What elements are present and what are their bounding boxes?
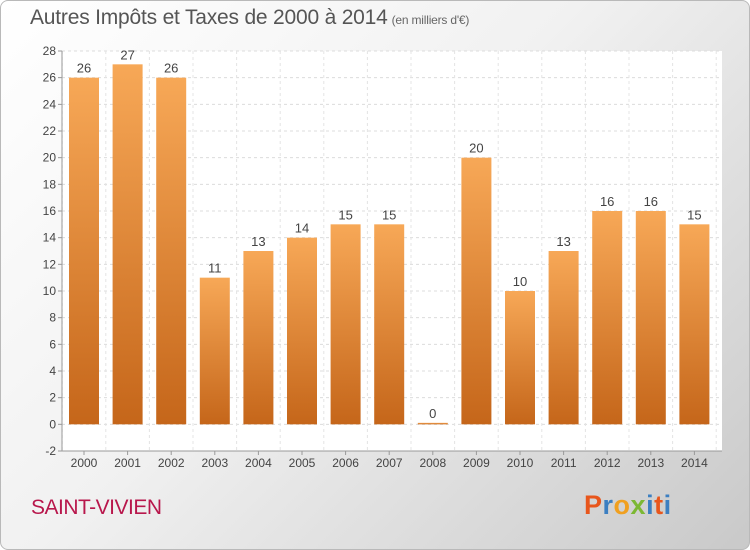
data-label: 27 [120,47,134,62]
x-tick-label: 2000 [71,456,98,470]
x-tick-label: 2014 [681,456,708,470]
logo-letter: i [663,490,672,520]
data-label: 15 [687,207,701,222]
x-tick-label: 2009 [463,456,490,470]
x-tick-label: 2012 [594,456,621,470]
y-tick-label: 2 [49,391,56,405]
logo-letter: o [613,490,631,520]
x-tick-label: 2010 [507,456,534,470]
bars [69,64,710,425]
data-label: 13 [251,234,265,249]
commune-name: SAINT-VIVIEN [31,496,162,519]
data-label: 26 [77,61,91,76]
chart-title-text: Autres Impôts et Taxes de 2000 à 2014 [30,6,388,29]
bar-2004 [243,251,274,425]
data-label: 0 [429,406,436,421]
y-tick-label: 28 [43,44,57,58]
proxiti-logo: Proxiti [584,490,672,521]
bar-2009 [461,157,492,425]
x-tick-label: 2007 [376,456,403,470]
data-labels: 26 27 26 11 13 14 15 15 0 20 10 13 16 16 15 [77,47,702,421]
bar-2008 [417,422,448,425]
x-tick-label: 2011 [551,456,577,470]
unit-note: (en milliers d'€) [391,13,470,27]
y-tick-label: 0 [49,417,56,431]
y-tick-label: 22 [43,124,57,138]
y-tick-label: 24 [43,97,57,111]
logo-letter: r [602,490,614,520]
x-tick-label: 2004 [245,456,272,470]
x-tick-label: 2002 [158,456,185,470]
y-tick-label: 4 [49,364,56,378]
bar-2010 [505,291,535,425]
data-label: 16 [600,194,614,209]
data-label: 15 [338,207,352,222]
data-label: 16 [644,194,658,209]
bar-2014 [679,224,710,425]
data-label: 20 [469,141,483,156]
data-label: 26 [164,61,178,76]
y-tick-label: 10 [43,284,57,298]
y-tick-label: 16 [43,204,57,218]
logo-letter: i [646,490,655,520]
data-label: 11 [208,261,222,276]
y-tick-label: -2 [45,444,56,458]
bar-2003 [199,277,230,425]
bar-2000 [69,77,99,425]
y-tick-label: 8 [49,311,56,325]
y-tick-label: 6 [49,337,56,351]
x-tick-label: 2008 [419,456,446,470]
y-tick-label: 14 [43,231,57,245]
bar-2011 [548,251,579,425]
y-tick-label: 26 [43,71,57,85]
logo-letter: P [584,490,603,520]
data-label: 13 [556,234,570,249]
bar-2001 [112,64,143,425]
bar-2013 [635,211,666,425]
y-tick-label: 18 [43,177,57,191]
bar-2005 [287,237,317,425]
logo-letter: x [630,490,647,520]
y-tick-label: 12 [43,257,57,271]
x-tick-label: 2001 [114,456,141,470]
data-label: 15 [382,207,396,222]
bar-2007 [374,224,405,425]
logo-letter: t [654,490,664,520]
bar-2006 [330,224,361,425]
data-label: 10 [513,274,527,289]
bar-2012 [592,211,623,425]
data-label: 14 [295,221,309,236]
x-tick-label: 2013 [637,456,664,470]
x-tick-label: 2003 [201,456,228,470]
chart-title: Autres Impôts et Taxes de 2000 à 2014 (en… [30,6,469,30]
y-tick-label: 20 [43,151,57,165]
x-tick-label: 2005 [289,456,316,470]
bar-2002 [156,77,187,425]
x-tick-label: 2006 [332,456,359,470]
